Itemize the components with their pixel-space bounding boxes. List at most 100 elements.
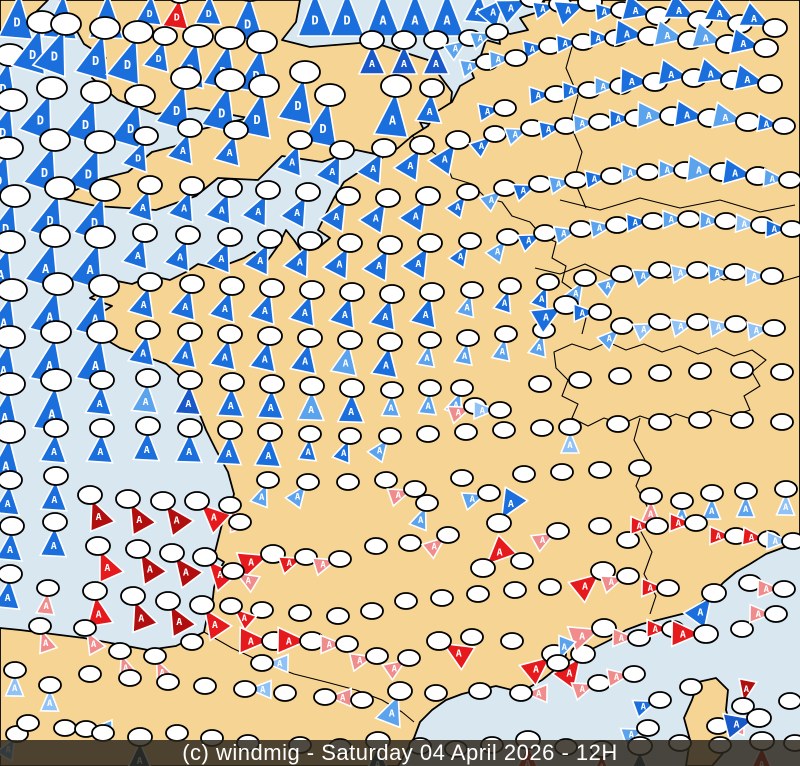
- wind-cone: [296, 0, 334, 37]
- wind-symbol: [180, 633, 204, 651]
- wind-symbol: A: [670, 619, 719, 648]
- wind-letter: A: [442, 155, 448, 166]
- wind-letter: A: [289, 158, 295, 169]
- wind-letter: A: [502, 299, 508, 309]
- wind-symbol: A: [208, 324, 243, 372]
- wind-cone: [690, 20, 726, 49]
- wind-head-ellipse: [424, 684, 448, 702]
- wind-cone: [4, 671, 25, 697]
- wind-letter: D: [319, 122, 326, 136]
- wind-letter: A: [464, 303, 470, 313]
- wind-cone: [589, 27, 615, 49]
- wind-symbol: D: [73, 16, 121, 82]
- wind-head-ellipse: [78, 665, 102, 683]
- wind-cone: [174, 431, 204, 464]
- wind-cone: [65, 145, 100, 196]
- wind-letter: A: [43, 639, 49, 649]
- wind-cone: [0, 529, 24, 562]
- wind-head-ellipse: [375, 188, 401, 208]
- wind-head-ellipse: [217, 324, 243, 344]
- wind-letter: D: [253, 113, 260, 127]
- wind-head-ellipse: [588, 113, 612, 131]
- wind-letter: A: [143, 397, 149, 408]
- wind-symbol: A: [274, 130, 313, 178]
- wind-cone: [657, 158, 684, 180]
- wind-head-ellipse: [175, 225, 201, 245]
- wind-cone: [255, 387, 285, 420]
- wind-head-ellipse: [73, 619, 97, 637]
- wind-symbol: A: [511, 175, 552, 203]
- wind-symbol: [360, 602, 384, 620]
- wind-letter: A: [556, 180, 562, 190]
- wind-symbol: A: [380, 381, 404, 418]
- wind-letter: A: [320, 561, 326, 571]
- wind-letter: A: [369, 59, 375, 70]
- wind-head-ellipse: [165, 724, 189, 742]
- wind-letter: A: [135, 251, 141, 262]
- wind-head-ellipse: [686, 313, 710, 331]
- wind-symbol: A: [700, 484, 724, 520]
- wind-symbol: [374, 471, 398, 489]
- wind-head-ellipse: [494, 325, 518, 343]
- wind-letter: A: [536, 343, 542, 353]
- wind-symbol: A: [39, 466, 69, 512]
- wind-symbol: A: [389, 30, 419, 75]
- wind-head-ellipse: [528, 375, 552, 393]
- wind-letter: A: [248, 636, 254, 647]
- wind-head-ellipse: [496, 228, 520, 246]
- wind-symbol: A: [426, 130, 471, 177]
- wind-letter: A: [185, 399, 191, 410]
- wind-head-ellipse: [569, 220, 593, 238]
- wind-head-ellipse: [493, 99, 517, 117]
- wind-cone: [380, 391, 401, 418]
- wind-letter: A: [629, 77, 635, 88]
- wind-letter: A: [566, 669, 572, 680]
- wind-head-ellipse: [627, 629, 651, 647]
- wind-cone: [238, 626, 271, 655]
- wind-symbol: A: [120, 586, 159, 634]
- wind-letter: A: [772, 225, 778, 235]
- wind-letter: A: [333, 212, 339, 223]
- wind-letter: A: [51, 541, 57, 552]
- wind-cone: [357, 200, 387, 236]
- wind-letter: A: [12, 684, 18, 694]
- wind-symbol: [91, 724, 115, 742]
- wind-head-ellipse: [591, 618, 617, 638]
- wind-head-ellipse: [335, 186, 361, 206]
- wind-letter: A: [262, 306, 268, 317]
- wind-symbol: A: [765, 218, 800, 239]
- wind-letter: A: [628, 169, 634, 179]
- wind-head-ellipse: [723, 263, 747, 281]
- wind-letter: A: [46, 311, 54, 325]
- wind-letter: A: [401, 59, 407, 70]
- wind-letter: A: [43, 602, 49, 612]
- wind-cone: [561, 80, 588, 102]
- wind-symbol: [460, 628, 484, 646]
- wind-letter: A: [104, 563, 110, 574]
- wind-head-ellipse: [250, 654, 274, 672]
- wind-cone: [613, 18, 647, 47]
- wind-cone: [129, 501, 158, 537]
- wind-symbol: A: [709, 525, 748, 546]
- wind-symbol: A: [3, 661, 27, 697]
- wind-head-ellipse: [645, 517, 669, 535]
- wind-head-ellipse: [417, 233, 443, 253]
- wind-letter: A: [751, 14, 757, 25]
- wind-letter: A: [717, 9, 723, 20]
- wind-symbol: D: [105, 20, 154, 86]
- wind-symbol: A: [277, 548, 318, 576]
- wind-head-ellipse: [610, 317, 634, 335]
- wind-letter: A: [567, 441, 573, 451]
- wind-letter: A: [140, 203, 146, 214]
- wind-head-ellipse: [77, 485, 103, 505]
- wind-cone: [168, 286, 196, 322]
- wind-letter: A: [48, 407, 56, 421]
- wind-head-ellipse: [648, 261, 672, 279]
- wind-letter: A: [513, 130, 519, 140]
- wind-symbol: A: [625, 212, 665, 234]
- wind-cone: [612, 627, 638, 648]
- wind-head-ellipse: [189, 595, 215, 615]
- wind-cone: [168, 334, 197, 369]
- wind-letter: D: [37, 114, 44, 128]
- wind-symbol: A: [84, 370, 115, 417]
